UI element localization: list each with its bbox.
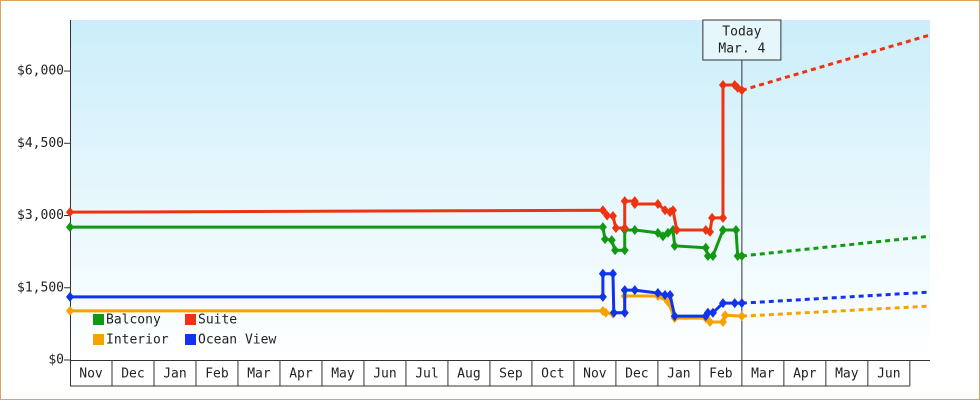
- point-marker: [708, 212, 717, 223]
- legend-label: Balcony: [106, 313, 161, 328]
- legend-swatch: [93, 334, 104, 345]
- x-tick-label: Oct: [541, 367, 564, 382]
- x-tick-label: Feb: [709, 367, 733, 382]
- x-tick-label: Feb: [205, 367, 229, 382]
- point-marker: [737, 298, 746, 309]
- point-marker: [672, 224, 681, 235]
- point-marker: [670, 240, 679, 251]
- point-marker: [611, 223, 620, 234]
- today-label: Today: [722, 25, 761, 40]
- point-marker: [737, 85, 746, 96]
- point-marker: [630, 198, 639, 209]
- x-tick-label: Aug: [457, 367, 480, 382]
- point-marker: [620, 196, 629, 207]
- x-tick-label: May: [331, 367, 355, 382]
- point-marker: [66, 291, 74, 302]
- point-marker: [733, 250, 742, 261]
- projection-line: [741, 234, 931, 258]
- point-marker: [703, 250, 712, 261]
- point-marker: [630, 224, 639, 235]
- point-marker: [731, 224, 740, 235]
- point-marker: [598, 268, 607, 279]
- legend-swatch: [93, 314, 104, 325]
- point-marker: [607, 235, 616, 246]
- point-marker: [708, 307, 717, 318]
- x-tick-label: Jan: [667, 367, 690, 382]
- y-tick-label: $4,500: [17, 136, 64, 151]
- point-marker: [718, 212, 727, 223]
- point-marker: [708, 250, 717, 261]
- point-marker: [703, 307, 712, 318]
- point-marker: [737, 250, 746, 261]
- legend-swatch: [185, 334, 196, 345]
- point-marker: [721, 310, 730, 321]
- x-tick-label: Dec: [625, 367, 648, 382]
- point-marker: [600, 234, 609, 245]
- point-marker: [601, 307, 610, 318]
- point-marker: [608, 211, 617, 222]
- point-marker: [620, 223, 629, 234]
- point-marker: [611, 245, 620, 256]
- x-tick-label: Sep: [499, 367, 523, 382]
- point-marker: [666, 289, 675, 300]
- point-marker: [66, 305, 74, 316]
- x-tick-label: Jun: [373, 367, 396, 382]
- point-marker: [670, 311, 679, 322]
- point-marker: [598, 205, 607, 216]
- x-tick-label: Jul: [415, 367, 438, 382]
- plot-area: [70, 20, 930, 360]
- point-marker: [705, 226, 714, 237]
- point-marker: [701, 242, 710, 253]
- projection-line: [741, 304, 931, 318]
- legend-label: Ocean View: [198, 333, 276, 348]
- point-marker: [620, 245, 629, 256]
- x-tick-label: Mar: [247, 367, 271, 382]
- x-tick-label: Nov: [79, 367, 103, 382]
- point-marker: [730, 298, 739, 309]
- y-tick-label: $6,000: [17, 64, 64, 79]
- point-marker: [620, 285, 629, 296]
- y-tick-label: $3,000: [17, 208, 64, 223]
- x-tick-label: Apr: [793, 367, 817, 382]
- point-marker: [737, 311, 746, 322]
- x-tick-label: May: [835, 367, 859, 382]
- point-marker: [66, 222, 74, 233]
- point-marker: [718, 224, 727, 235]
- projection-line: [741, 33, 931, 92]
- point-marker: [598, 222, 607, 233]
- x-tick-label: Jun: [877, 367, 900, 382]
- legend-label: Interior: [106, 333, 169, 348]
- today-date: Mar. 4: [718, 42, 765, 57]
- point-marker: [669, 205, 678, 216]
- x-tick-label: Mar: [751, 367, 775, 382]
- point-marker: [603, 210, 612, 221]
- today-box: [702, 19, 782, 61]
- projection-line: [741, 290, 931, 305]
- y-tick-label: $0: [48, 353, 64, 368]
- point-marker: [620, 307, 629, 318]
- y-tick-label: $1,500: [17, 280, 64, 295]
- point-marker: [705, 316, 714, 327]
- point-marker: [718, 298, 727, 309]
- point-marker: [608, 268, 617, 279]
- point-marker: [653, 198, 662, 209]
- point-marker: [630, 285, 639, 296]
- legend-swatch: [185, 314, 196, 325]
- x-tick-label: Apr: [289, 367, 313, 382]
- point-marker: [653, 288, 662, 299]
- point-marker: [66, 207, 74, 218]
- x-tick-label: Nov: [583, 367, 607, 382]
- point-marker: [598, 291, 607, 302]
- legend-label: Suite: [198, 313, 237, 328]
- x-tick-label: Dec: [121, 367, 144, 382]
- point-marker: [609, 307, 618, 318]
- point-marker: [718, 80, 727, 91]
- point-marker: [661, 289, 670, 300]
- x-tick-label: Jan: [163, 367, 186, 382]
